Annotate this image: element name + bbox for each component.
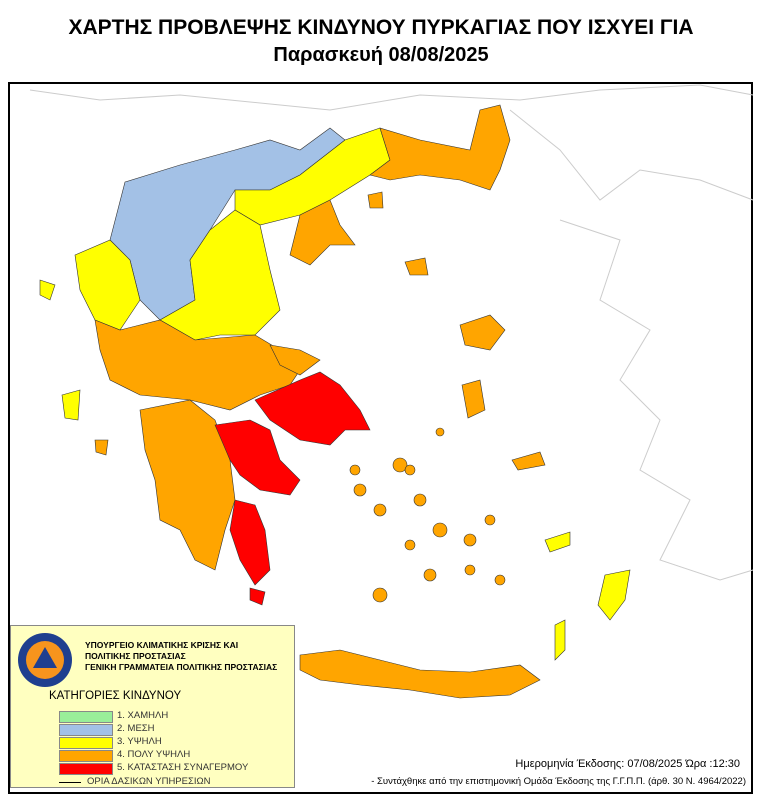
region-very-high-lemnos — [404, 257, 429, 276]
legend-item-very-high: 4. ΠΟΛΥ ΥΨΗΛΗ — [49, 749, 319, 762]
region-high-kos — [544, 531, 571, 553]
region-very-high-zakynthos — [94, 439, 109, 456]
civil-protection-logo — [18, 633, 72, 687]
region-alarm-attica — [254, 371, 371, 446]
region-alarm-argolida — [214, 419, 301, 496]
swatch-low — [59, 711, 113, 723]
swatch-very-high — [59, 750, 113, 762]
forecast-date: Παρασκευή 08/08/2025 — [273, 44, 489, 66]
swatch-medium — [59, 724, 113, 736]
map-title: ΧΑΡΤΗΣ ΠΡΟΒΛΕΨΗΣ ΚΙΝΔΥΝΟΥ ΠΥΡΚΑΓΙΑΣ ΠΟΥ … — [68, 16, 694, 39]
region-high-karpathos — [554, 619, 566, 661]
legend-item-low: 1. ΧΑΜΗΛΗ — [49, 710, 319, 723]
swatch-alarm — [59, 763, 113, 775]
legend-label: 2. ΜΕΣΗ — [117, 723, 155, 734]
region-high-rhodes — [597, 569, 631, 621]
org-line-2: ΠΟΛΙΤΙΚΗΣ ΠΡΟΣΤΑΣΙΑΣ — [85, 651, 186, 661]
region-very-high-thrace — [369, 104, 511, 191]
region-high-kefalonia — [61, 389, 81, 421]
legend-label: 3. ΥΨΗΛΗ — [117, 736, 162, 747]
region-alarm-laconia — [229, 499, 271, 586]
region-high-epirus — [74, 239, 141, 331]
region-very-high-evia — [269, 344, 321, 376]
map-frame — [8, 82, 753, 794]
issue-date: Ημερομηνία Έκδοσης: 07/08/2025 Ώρα :12:3… — [515, 758, 740, 770]
region-very-high-chios — [461, 379, 486, 419]
region-very-high-lesvos — [459, 314, 506, 351]
region-very-high-peloponnese — [139, 399, 236, 571]
org-line-3: ΓΕΝΙΚΗ ΓΡΑΜΜΑΤΕΙΑ ΠΟΛΙΤΙΚΗΣ ΠΡΟΣΤΑΣΙΑΣ — [85, 662, 278, 672]
risk-regions — [39, 104, 631, 699]
credit-note: - Συντάχθηκε από την επιστημονική Ομάδα … — [371, 776, 746, 787]
org-line-1: ΥΠΟΥΡΓΕΙΟ ΚΛΙΜΑΤΙΚΗΣ ΚΡΙΣΗΣ ΚΑΙ — [85, 640, 239, 650]
legend-item-alarm: 5. ΚΑΤΑΣΤΑΣΗ ΣΥΝΑΓΕΡΜΟΥ — [49, 762, 319, 775]
region-alarm-kythira — [249, 587, 266, 606]
legend-item-boundaries: ΟΡΙΑ ΔΑΣΙΚΩΝ ΥΠΗΡΕΣΙΩΝ — [49, 776, 319, 789]
cyclades-islands — [349, 427, 506, 603]
legend-label: 1. ΧΑΜΗΛΗ — [117, 710, 169, 721]
legend-item-medium: 2. ΜΕΣΗ — [49, 723, 319, 736]
legend-label: ΟΡΙΑ ΔΑΣΙΚΩΝ ΥΠΗΡΕΣΙΩΝ — [87, 776, 211, 787]
region-very-high-thasos — [367, 191, 384, 209]
boundary-line-symbol — [59, 782, 81, 783]
region-high-thessaly — [159, 209, 281, 341]
legend-label: 4. ΠΟΛΥ ΥΨΗΛΗ — [117, 749, 191, 760]
swatch-high — [59, 737, 113, 749]
region-very-high-samos — [511, 451, 546, 471]
neighbor-coastlines — [29, 84, 754, 581]
categories-title: ΚΑΤΗΓΟΡΙΕΣ ΚΙΝΔΥΝΟΥ — [49, 690, 182, 702]
region-high-corfu — [39, 279, 56, 301]
legend-item-high: 3. ΥΨΗΛΗ — [49, 736, 319, 749]
legend-label: 5. ΚΑΤΑΣΤΑΣΗ ΣΥΝΑΓΕΡΜΟΥ — [117, 762, 249, 773]
region-very-high-chalkidiki — [289, 199, 356, 266]
region-very-high-crete — [299, 649, 541, 699]
legend-panel: ΥΠΟΥΡΓΕΙΟ ΚΛΙΜΑΤΙΚΗΣ ΚΡΙΣΗΣ ΚΑΙ ΠΟΛΙΤΙΚΗ… — [10, 625, 295, 788]
